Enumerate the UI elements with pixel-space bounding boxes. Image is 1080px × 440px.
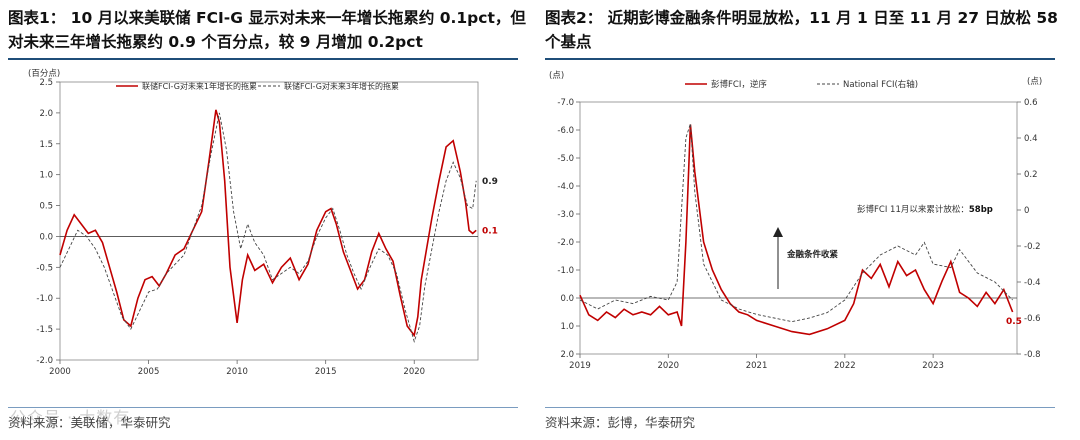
x-tick-label: 2005 xyxy=(138,367,160,377)
easing-annotation: 彭博FCI 11月以来累计放松：58bp xyxy=(857,204,993,215)
series-line-1 xyxy=(59,109,477,338)
y-axis-label-left: (点) xyxy=(549,71,564,81)
y-tick-label-left: 2.0 xyxy=(560,350,574,360)
y-tick-label-left: 1.0 xyxy=(560,322,574,332)
left-chart-title: 图表1： 10 月以来美联储 FCI-G 显示对未来一年增长拖累约 0.1pct… xyxy=(8,9,526,51)
x-tick-label: 2010 xyxy=(226,367,248,377)
y-tick-label: -1.0 xyxy=(36,294,53,304)
left-top-rule xyxy=(8,58,518,60)
y-tick-label-left: -1.0 xyxy=(557,266,574,276)
y-tick-label: -1.5 xyxy=(36,325,53,335)
y-tick-label-right: -0.2 xyxy=(1024,242,1041,252)
y-axis-label-right: (点) xyxy=(1027,77,1042,87)
y-tick-label: 0.5 xyxy=(39,202,53,212)
right-source-note: 资料来源：彭博，华泰研究 xyxy=(545,415,696,430)
right-bottom-rule xyxy=(545,407,1055,408)
legend-label-1: 彭博FCI，逆序 xyxy=(711,79,767,90)
y-tick-label-right: -0.4 xyxy=(1024,278,1041,288)
y-tick-label-left: -2.0 xyxy=(557,238,574,248)
y-tick-label-right: 0 xyxy=(1024,206,1029,216)
y-tick-label-left: -7.0 xyxy=(557,98,574,108)
y-tick-label-left: -4.0 xyxy=(557,182,574,192)
end-value-label-2: 0.1 xyxy=(482,226,498,236)
legend-label-2: 联储FCI-G对未来3年增长的拖累 xyxy=(284,81,399,91)
y-tick-label: 0.0 xyxy=(39,232,53,242)
left-source-note: 资料来源：美联储，华泰研究 xyxy=(8,415,171,430)
y-tick-label-left: 0.0 xyxy=(560,294,574,304)
plot-frame xyxy=(59,81,479,361)
series-line-2 xyxy=(59,112,477,343)
right-top-rule xyxy=(545,58,1055,60)
tightening-arrow-icon xyxy=(773,227,783,237)
x-tick-label: 2023 xyxy=(922,361,944,371)
x-tick-label: 2020 xyxy=(403,367,425,377)
x-tick-label: 2021 xyxy=(746,361,768,371)
series-line-2 xyxy=(579,123,1013,323)
x-tick-label: 2019 xyxy=(569,361,591,371)
y-tick-label: 1.0 xyxy=(39,171,53,181)
y-tick-label: 1.5 xyxy=(39,140,53,150)
tightening-label: 金融条件收紧 xyxy=(786,249,839,260)
legend-label-1: 联储FCI-G对未来1年增长的拖累 xyxy=(142,81,257,91)
x-tick-label: 2022 xyxy=(834,361,856,371)
y-axis-label: (百分点) xyxy=(28,69,60,79)
watermark: 公众号 · 大数有 xyxy=(10,408,131,427)
left-chart-panel: 图表1： 10 月以来美联储 FCI-G 显示对未来一年增长拖累约 0.1pct… xyxy=(8,0,533,440)
y-tick-label-right: 0.6 xyxy=(1024,98,1038,108)
y-tick-label-right: -0.8 xyxy=(1024,350,1041,360)
legend-label-2: National FCI(右轴) xyxy=(843,79,918,90)
y-tick-label-left: -5.0 xyxy=(557,154,574,164)
y-tick-label: -2.0 xyxy=(36,356,53,366)
y-tick-label-left: -3.0 xyxy=(557,210,574,220)
left-line-chart: (百分点) -2.0 -1.5 -1.0 -0.5 0.0 0.5 1.0 1.5 2.0 2.5 2… xyxy=(28,69,498,377)
y-tick-label-left: -6.0 xyxy=(557,126,574,136)
y-tick-label-right: 0.4 xyxy=(1024,134,1038,144)
right-line-chart: (点) (点) -7.0 -6.0 -5.0 -4.0 -3.0 -2.0 -1.0 0.0 1.0… xyxy=(549,71,1042,371)
x-tick-label: 2015 xyxy=(315,367,337,377)
x-tick-label: 2000 xyxy=(49,367,71,377)
right-chart-panel: 图表2： 近期彭博金融条件明显放松，11 月 1 日至 11 月 27 日放松 … xyxy=(545,0,1070,440)
y-tick-label: 2.5 xyxy=(39,78,53,88)
x-tick-label: 2020 xyxy=(657,361,679,371)
series-line-1 xyxy=(579,124,1014,336)
right-chart-title: 图表2： 近期彭博金融条件明显放松，11 月 1 日至 11 月 27 日放松 … xyxy=(545,9,1058,51)
end-value-label-1: 0.9 xyxy=(482,177,498,187)
y-tick-label: 2.0 xyxy=(39,109,53,119)
y-tick-label: -0.5 xyxy=(36,263,53,273)
y-tick-label-right: -0.6 xyxy=(1024,314,1041,324)
plot-frame xyxy=(579,101,1018,355)
left-bottom-rule xyxy=(8,407,518,408)
y-tick-label-right: 0.2 xyxy=(1024,170,1038,180)
end-value-label: 0.5 xyxy=(1006,317,1022,327)
